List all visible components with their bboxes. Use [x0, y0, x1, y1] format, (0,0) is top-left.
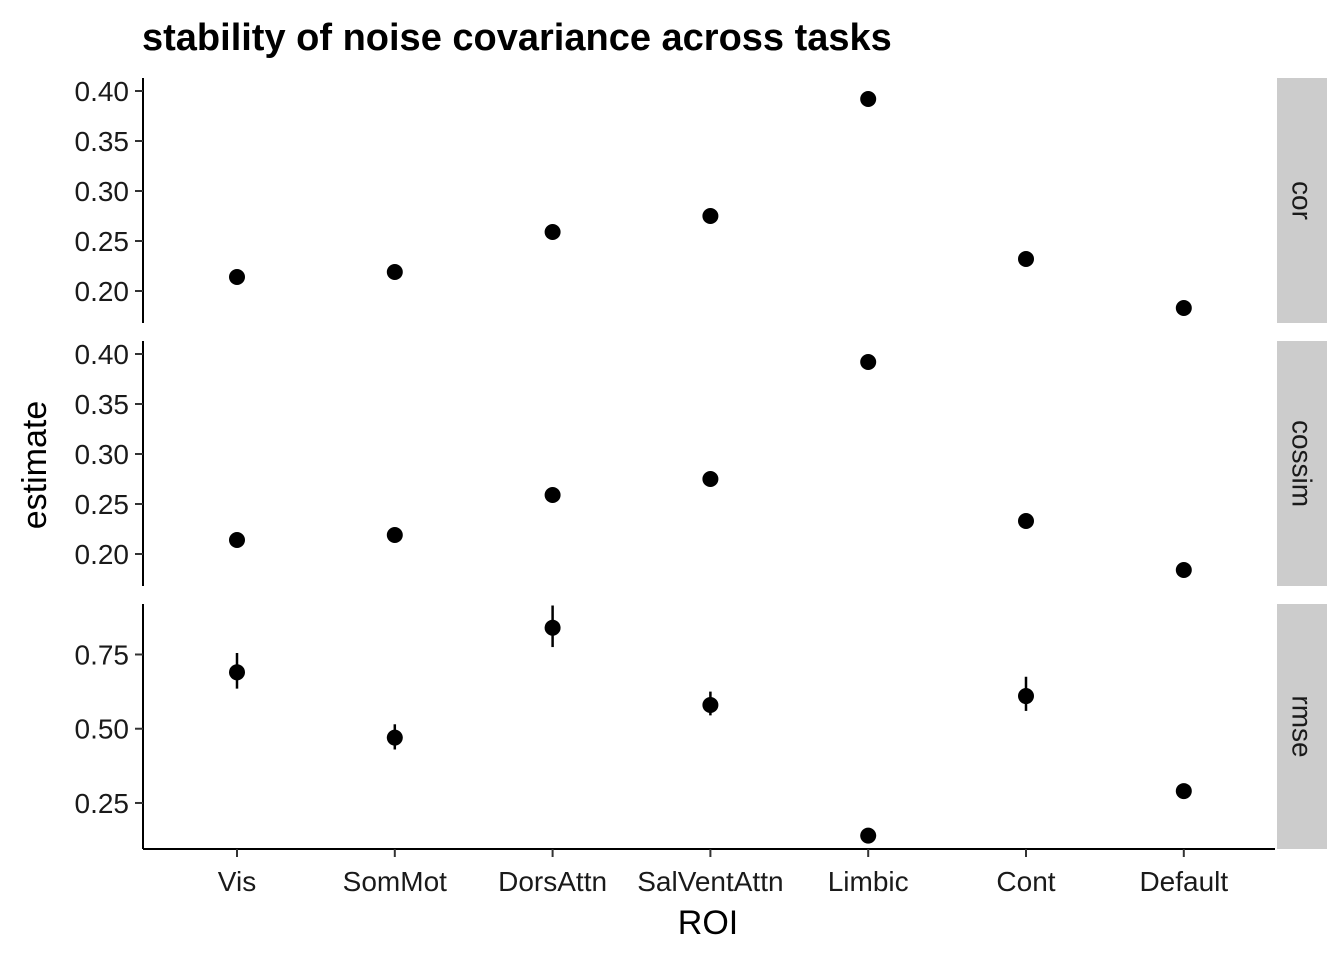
facet-cor: 0.20 0.25 0.30 0.35 0.40 cor [75, 76, 1327, 323]
data-point [544, 619, 561, 636]
facet-strip [1277, 604, 1327, 849]
x-axis-title: ROI [678, 904, 738, 942]
data-point [702, 696, 719, 713]
x-tick-label: SalVentAttn [637, 866, 783, 897]
x-tick-label: SomMot [343, 866, 447, 897]
data-point [229, 532, 245, 548]
data-point [1018, 513, 1034, 529]
data-point [860, 354, 877, 370]
y-tick-label: 0.35 [75, 126, 130, 157]
x-axis: Vis SomMot DorsAttn SalVentAttn Limbic Cont De… [143, 848, 1275, 897]
x-tick-label: Cont [996, 866, 1055, 897]
x-tick-label: Default [1139, 866, 1228, 897]
y-tick-label: 0.40 [75, 339, 130, 370]
data-point [1175, 783, 1192, 800]
data-point [386, 527, 403, 543]
x-tick-label: Limbic [828, 866, 909, 897]
y-axis-title: estimate [16, 401, 54, 530]
data-point [1018, 251, 1034, 267]
facet-rmse: 0.25 0.50 0.75 rmse [75, 604, 1327, 849]
facet-strip-label: rmse [1287, 695, 1318, 757]
x-tick-label: Vis [218, 866, 256, 897]
data-point [1175, 562, 1192, 578]
y-tick-label: 0.35 [75, 389, 130, 420]
data-point [386, 264, 403, 280]
data-point [1175, 300, 1192, 316]
y-tick-label: 0.50 [75, 714, 130, 745]
facets: 0.200.250.300.350.40cor0.200.250.300.350… [75, 76, 1327, 849]
facet-strip [1277, 341, 1327, 586]
y-tick-label: 0.30 [75, 439, 130, 470]
data-point [860, 827, 877, 844]
data-point [860, 91, 877, 107]
data-point [702, 471, 719, 487]
data-point [386, 729, 403, 746]
y-tick-label: 0.20 [75, 276, 130, 307]
facet-strip [1277, 78, 1327, 323]
data-point [544, 487, 561, 503]
facet-strip-label: cossim [1287, 420, 1318, 507]
data-point [229, 269, 245, 285]
y-tick-label: 0.75 [75, 639, 130, 670]
data-point [1018, 688, 1034, 705]
y-tick-label: 0.25 [75, 489, 130, 520]
y-tick-label: 0.25 [75, 226, 130, 257]
facet-strip-label: cor [1287, 181, 1318, 220]
data-point [229, 664, 245, 681]
facet-cossim: 0.20 0.25 0.30 0.35 0.40 cossim [75, 339, 1327, 586]
chart-title: stability of noise covariance across tas… [142, 17, 892, 59]
y-tick-label: 0.30 [75, 176, 130, 207]
data-point [544, 224, 561, 240]
y-tick-label: 0.40 [75, 76, 130, 107]
x-tick-label: DorsAttn [498, 866, 607, 897]
y-tick-label: 0.20 [75, 539, 130, 570]
data-point [702, 208, 719, 224]
y-tick-label: 0.25 [75, 788, 130, 819]
